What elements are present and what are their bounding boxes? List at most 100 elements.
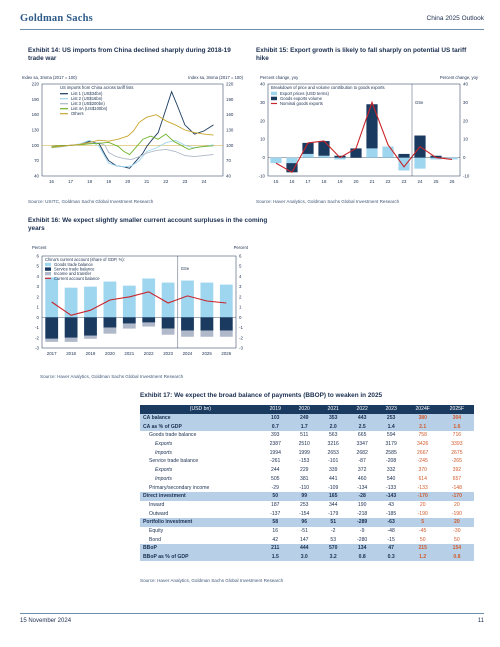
table-cell: -148	[451, 484, 462, 491]
bar	[142, 317, 156, 323]
x-tick-label: 2024	[183, 351, 193, 356]
y-tick-label-left: -1	[35, 325, 39, 330]
row-label: Primary/secondary income	[149, 484, 210, 491]
y-tick-label-right: 0	[463, 155, 466, 160]
bar	[446, 157, 458, 160]
row-label: Portfolio investment	[140, 517, 261, 527]
table-header-year: 2019	[260, 405, 290, 414]
bar	[181, 330, 194, 337]
exhibit15-source: Source: Haver Analytics, Goldman Sachs G…	[256, 199, 400, 204]
table-cell: 563	[328, 432, 338, 439]
y-tick-label-right: 1	[239, 305, 242, 310]
table-cell: -265	[451, 458, 462, 465]
x-tick-label: 17	[306, 179, 311, 184]
table-cell: -143	[376, 491, 406, 501]
table-cell: 443	[347, 413, 377, 423]
exhibit16-chart: Percent Percent -3 -3 -2 -2 -1 -1 0 0 1 1 2 2 3 3 4 4 5 5 6 6…	[28, 244, 250, 366]
x-tick-label: 22	[386, 179, 391, 184]
table-cell: 505	[271, 475, 280, 482]
y-tick-label-left: 190	[32, 97, 40, 102]
y-tick-label-left: 30	[260, 100, 265, 105]
x-tick-label: 2025	[202, 351, 212, 356]
header-rule	[20, 29, 484, 30]
y-tick-label-right: 70	[226, 158, 231, 163]
exhibit17-source: Source: Haver Analytics, Goldman Sachs G…	[140, 578, 284, 583]
table-cell: 99	[289, 491, 319, 501]
legend-label: Others	[71, 111, 84, 116]
brand-logo: Goldman Sachs	[20, 13, 93, 24]
table-header-year: 2021	[318, 405, 348, 414]
row-label: Imports	[155, 449, 172, 456]
bar	[430, 155, 442, 158]
table-cell: -30	[453, 527, 461, 534]
legend-swatch	[45, 267, 51, 271]
table-header-year: 2022	[347, 405, 377, 414]
series-line	[51, 90, 214, 169]
table-cell: 380	[405, 413, 440, 423]
table-cell: 187	[271, 501, 280, 508]
table-cell: 3216	[327, 441, 339, 448]
series-line	[51, 114, 214, 148]
x-tick-label: 24	[202, 179, 207, 184]
table-row: Portfolio investment 58 96 51 -289 -63 5 20	[140, 517, 474, 527]
y-tick-label-right: 160	[226, 112, 234, 117]
legend-label: List 1 (US$34bn)	[71, 91, 103, 96]
table-row: Equity 16 -51 -2 -9 -48 -45 -30	[140, 527, 474, 536]
table-cell: 511	[300, 432, 309, 439]
table-cell: 53	[330, 536, 337, 543]
table-cell: 304	[439, 413, 474, 423]
table-cell: 1.2	[405, 552, 440, 562]
bar	[219, 284, 233, 318]
table-row: Primary/secondary income -29 -110 -109 -134 -…	[140, 483, 474, 492]
exhibit17-title: Exhibit 17: We expect the broad balance …	[140, 392, 383, 399]
table-cell: -63	[376, 517, 406, 527]
table-cell: 1.4	[376, 422, 406, 432]
x-tick-label: 15	[274, 179, 279, 184]
x-tick-label: 26	[450, 179, 455, 184]
bar	[181, 317, 194, 331]
bar	[84, 335, 97, 339]
x-tick-label: 22	[163, 179, 168, 184]
row-label: BBoP as % of GDP	[140, 552, 261, 562]
y-axis-label-left: Index sa, 3mma (2017 = 100)	[22, 75, 77, 80]
table-cell: 96	[289, 517, 319, 527]
y-tick-label-right: 100	[226, 143, 234, 148]
table-cell: -134	[357, 484, 368, 491]
table-cell: -261	[270, 458, 281, 465]
table-cell: 665	[357, 432, 367, 439]
legend-label: List 4A (US$100bn)	[71, 106, 108, 111]
table-cell: 332	[386, 467, 396, 474]
x-tick-label: 25	[434, 179, 439, 184]
table-row: BBoP 211 444 570 134 47 215 154	[140, 544, 474, 553]
table-header-row: (USD bn) 2019 2020 2021 2022 2023 2024F 2025F	[140, 405, 474, 414]
table-row: Service trade balance -261 -153 -101 -87 -208…	[140, 457, 474, 466]
bar	[286, 163, 298, 173]
table-cell: 190	[357, 501, 367, 508]
x-tick-label: 2018	[66, 351, 76, 356]
bar	[142, 278, 156, 318]
table-cell: -280	[357, 536, 368, 543]
table-cell: -190	[451, 510, 462, 517]
table-cell: -9	[359, 527, 365, 534]
y-tick-label-right: 190	[226, 97, 234, 102]
y-tick-label-right: 3	[239, 284, 242, 289]
table-cell: 2653	[327, 449, 339, 456]
table-header-year: 2024F	[405, 405, 440, 414]
table-cell: 353	[318, 413, 348, 423]
row-label: Direct investment	[140, 491, 261, 501]
table-cell: -179	[328, 510, 339, 517]
y-axis-label-right: Index sa, 3mma (2017 = 100)	[188, 75, 243, 80]
x-tick-label: 23	[182, 179, 187, 184]
table-cell: 1999	[298, 449, 310, 456]
table-cell: -153	[299, 458, 310, 465]
bar	[161, 282, 175, 318]
bar	[302, 153, 314, 158]
table-cell: -137	[270, 510, 281, 517]
table-cell: 3.2	[318, 552, 348, 562]
y-tick-label-left: 10	[260, 137, 265, 142]
bar	[45, 317, 59, 339]
legend-label: List 3 (US$200bn)	[71, 101, 105, 106]
table-row: Inward 187 253 344 190 43 20 20	[140, 501, 474, 510]
bar	[45, 277, 59, 318]
x-tick-label: 2021	[124, 351, 134, 356]
